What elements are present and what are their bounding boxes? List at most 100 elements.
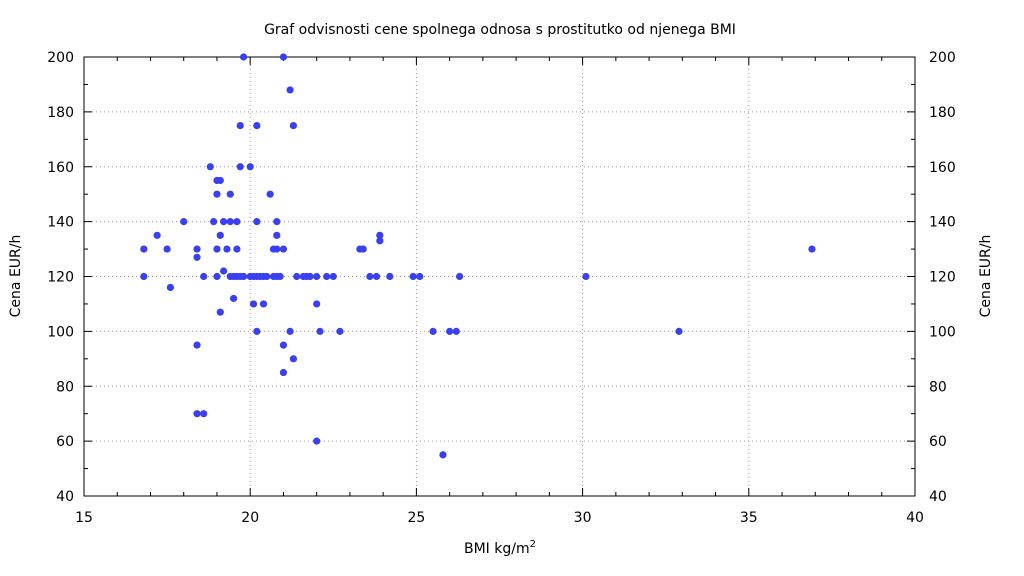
- data-point: [233, 218, 241, 226]
- data-point: [249, 300, 258, 308]
- data-point: [808, 245, 816, 253]
- data-point: [313, 272, 321, 281]
- y-tick-label-left: 160: [47, 160, 74, 176]
- data-point: [409, 272, 417, 281]
- x-tick-label: 30: [574, 510, 592, 526]
- y-tick-label-right: 160: [929, 160, 956, 176]
- x-tick-label: 35: [740, 510, 758, 526]
- data-point: [200, 272, 208, 281]
- data-point: [193, 253, 201, 261]
- data-point: [675, 327, 683, 335]
- tick-labels: 15 20 25 30 35 40 40 40 60 60 80 80 100 100 120 120 140 1…: [47, 50, 955, 526]
- y-tick-label-left: 40: [56, 489, 74, 505]
- data-point: [289, 355, 298, 363]
- data-point: [253, 218, 261, 226]
- data-point: [279, 341, 288, 349]
- data-point: [439, 451, 447, 459]
- data-point: [582, 272, 590, 281]
- data-point: [193, 245, 201, 253]
- data-point: [359, 245, 367, 253]
- data-point: [273, 231, 281, 239]
- data-point: [293, 272, 301, 281]
- data-points: [140, 53, 816, 459]
- data-point: [220, 218, 228, 226]
- data-point: [429, 327, 437, 335]
- data-point: [210, 218, 218, 226]
- data-point: [216, 176, 224, 185]
- data-point: [163, 245, 171, 253]
- data-point: [329, 272, 337, 281]
- y-axis-label-right: Cena EUR/h: [978, 235, 994, 318]
- data-point: [286, 327, 294, 335]
- data-point: [193, 341, 201, 349]
- data-point: [216, 231, 224, 239]
- data-point: [253, 327, 261, 335]
- data-point: [376, 237, 384, 245]
- data-point: [253, 121, 261, 130]
- y-tick-label-right: 40: [929, 489, 947, 505]
- data-point: [180, 218, 188, 226]
- data-point: [279, 245, 288, 253]
- grid: [84, 57, 915, 496]
- y-tick-label-right: 120: [929, 270, 956, 286]
- data-point: [289, 121, 298, 130]
- y-tick-label-right: 200: [929, 50, 956, 66]
- x-tick-label: 25: [407, 510, 425, 526]
- data-point: [229, 294, 238, 303]
- data-point: [456, 272, 464, 281]
- x-axis-label: BMI kg/m2: [464, 539, 536, 557]
- data-point: [226, 218, 234, 226]
- y-tick-label-left: 120: [47, 270, 74, 286]
- data-point: [206, 163, 214, 171]
- y-tick-label-left: 180: [47, 105, 74, 121]
- data-point: [166, 283, 175, 292]
- data-point: [223, 245, 231, 253]
- x-axis-label-exponent: 2: [530, 539, 536, 550]
- data-point: [279, 368, 288, 377]
- y-tick-label-right: 80: [929, 379, 947, 395]
- data-point: [323, 272, 331, 281]
- chart-title: Graf odvisnosti cene spolnega odnosa s p…: [264, 22, 736, 38]
- data-point: [313, 437, 321, 445]
- data-point: [416, 272, 424, 281]
- y-axis-label-left: Cena EUR/h: [8, 235, 24, 318]
- y-tick-label-left: 200: [47, 50, 74, 66]
- data-point: [313, 300, 321, 308]
- data-point: [366, 272, 374, 281]
- data-point: [153, 231, 161, 239]
- y-tick-label-right: 60: [929, 434, 947, 450]
- data-point: [193, 410, 201, 418]
- data-point: [226, 190, 234, 198]
- y-tick-label-right: 100: [929, 324, 956, 340]
- data-point: [233, 245, 241, 253]
- data-point: [306, 272, 314, 281]
- data-point: [140, 245, 148, 253]
- data-point: [216, 308, 224, 316]
- y-tick-label-left: 80: [56, 379, 74, 395]
- data-point: [372, 272, 381, 281]
- data-point: [452, 327, 460, 335]
- y-tick-label-left: 140: [47, 215, 74, 231]
- data-point: [259, 300, 268, 308]
- data-point: [236, 121, 244, 130]
- data-point: [239, 272, 248, 281]
- axis-ticks: [83, 56, 916, 497]
- data-point: [286, 86, 294, 94]
- data-point: [273, 245, 281, 253]
- data-point: [200, 410, 208, 418]
- x-tick-label: 40: [906, 510, 924, 526]
- data-point: [266, 190, 274, 198]
- y-tick-label-left: 60: [56, 434, 74, 450]
- y-tick-label-right: 140: [929, 215, 956, 231]
- data-point: [140, 272, 148, 281]
- data-point: [276, 272, 284, 281]
- data-point: [279, 53, 288, 61]
- data-point: [213, 272, 221, 281]
- data-point: [446, 327, 454, 335]
- data-point: [239, 53, 248, 61]
- data-point: [213, 190, 221, 198]
- y-tick-label-right: 180: [929, 105, 956, 121]
- y-tick-label-left: 100: [47, 324, 74, 340]
- data-point: [263, 272, 271, 281]
